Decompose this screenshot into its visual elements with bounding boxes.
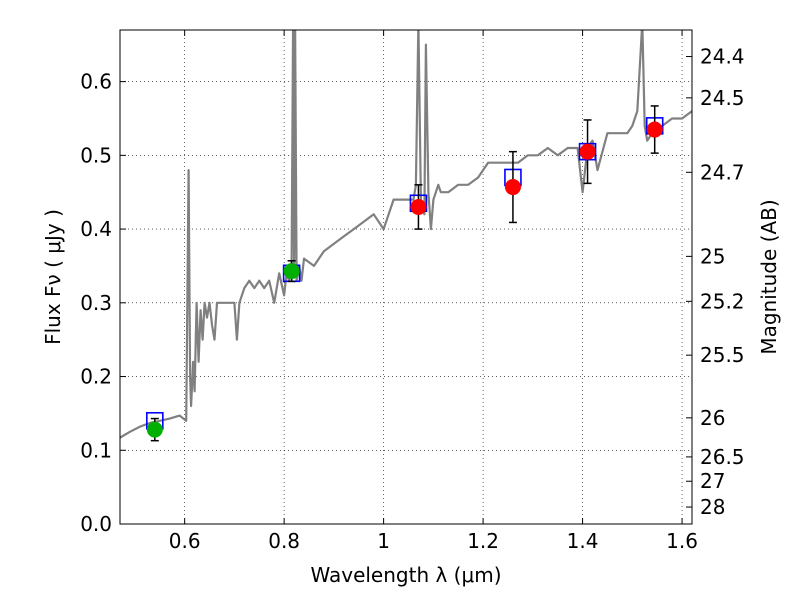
y-tick-label: 0.6 — [80, 70, 112, 94]
x-tick-label: 1.2 — [467, 529, 499, 553]
observed-point-marker — [410, 198, 427, 215]
y2-axis-label: Magnitude (AB) — [757, 199, 781, 354]
y2-tick-label: 26.5 — [700, 445, 745, 469]
observed-point-marker — [283, 263, 300, 280]
y2-tick-label: 24.5 — [700, 86, 745, 110]
y2-tick-label: 27 — [700, 469, 725, 493]
spectrum-line — [120, 30, 692, 439]
y-axis-label: Flux Fν ( μJy ) — [41, 209, 65, 345]
y-tick-label: 0.4 — [80, 217, 112, 241]
x-axis-label: Wavelength λ (μm) — [310, 563, 501, 587]
plot-area — [120, 30, 692, 439]
observed-point-marker — [579, 143, 596, 160]
observed-point-marker — [146, 421, 163, 438]
x-tick-label: 0.6 — [169, 529, 201, 553]
y-tick-label: 0.3 — [80, 291, 112, 315]
y-tick-label: 0.1 — [80, 438, 112, 462]
observed-point-marker — [504, 179, 521, 196]
y-tick-label: 0.2 — [80, 365, 112, 389]
y2-tick-label: 24.7 — [700, 160, 745, 184]
plot-frame — [119, 29, 693, 525]
y-tick-label: 0.0 — [80, 512, 112, 536]
y2-tick-label: 26 — [700, 406, 725, 430]
y-tick-label: 0.5 — [80, 143, 112, 167]
observed-point-marker — [646, 121, 663, 138]
axes: 0.6 0.8 1 1.2 1.4 1.6 0.0 0.1 0.2 0.3 0.4 0.5 0.6 24.… — [80, 30, 745, 553]
y2-tick-label: 24.4 — [700, 45, 745, 69]
markers — [146, 105, 664, 442]
y2-tick-label: 25.2 — [700, 289, 745, 313]
x-tick-label: 1 — [377, 529, 390, 553]
x-tick-label: 1.4 — [567, 529, 599, 553]
x-tick-label: 1.6 — [666, 529, 698, 553]
grid — [120, 30, 692, 525]
y2-tick-label: 28 — [700, 495, 725, 519]
x-tick-label: 0.8 — [268, 529, 300, 553]
y2-tick-label: 25.5 — [700, 343, 745, 367]
y2-tick-label: 25 — [700, 244, 725, 268]
